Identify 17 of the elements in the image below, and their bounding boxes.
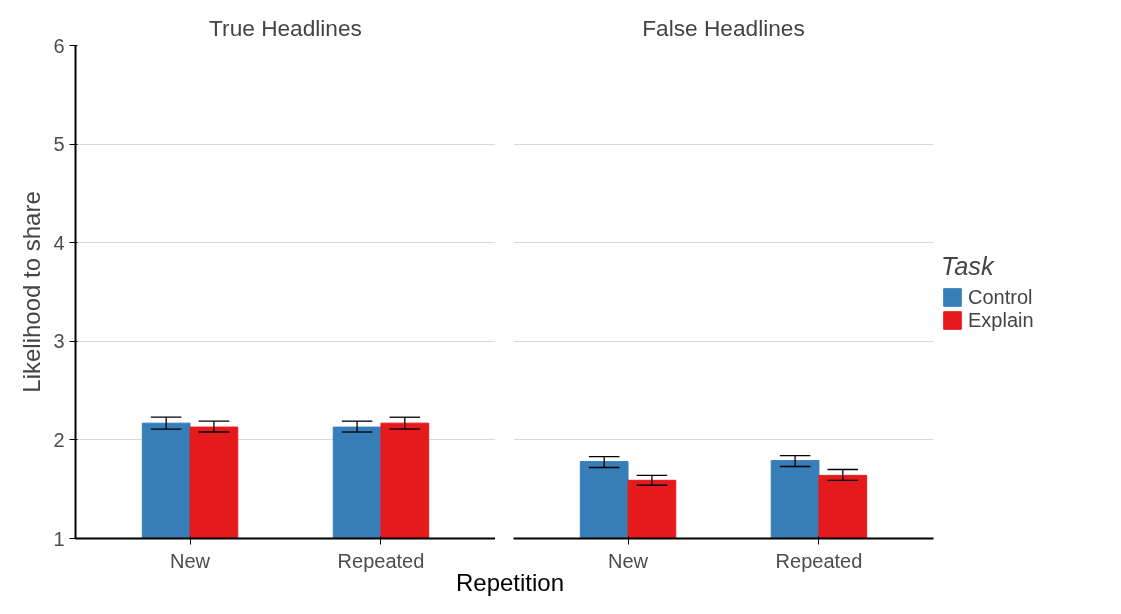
x-tick-label: Repeated [337,549,425,572]
x-axis-title: Repetition [455,568,565,598]
chart-title: True Headlines [209,14,362,41]
y-axis-title: Likelihood to share [18,191,46,393]
x-tick-label: New [608,549,649,572]
x-tick-label: New [170,549,211,572]
chart-title: False Headlines [642,14,805,41]
y-tick-label: 5 [53,133,65,156]
y-tick-label: 1 [53,527,65,550]
legend-title: Task [941,251,996,281]
x-tick-label: Repeated [775,549,863,572]
y-tick-label: 4 [53,231,65,254]
y-tick-label: 2 [53,428,65,451]
legend-label: Control [968,285,1033,309]
legend-label: Explain [968,308,1034,332]
y-tick-label: 6 [53,34,65,57]
y-tick-label: 3 [53,330,65,353]
